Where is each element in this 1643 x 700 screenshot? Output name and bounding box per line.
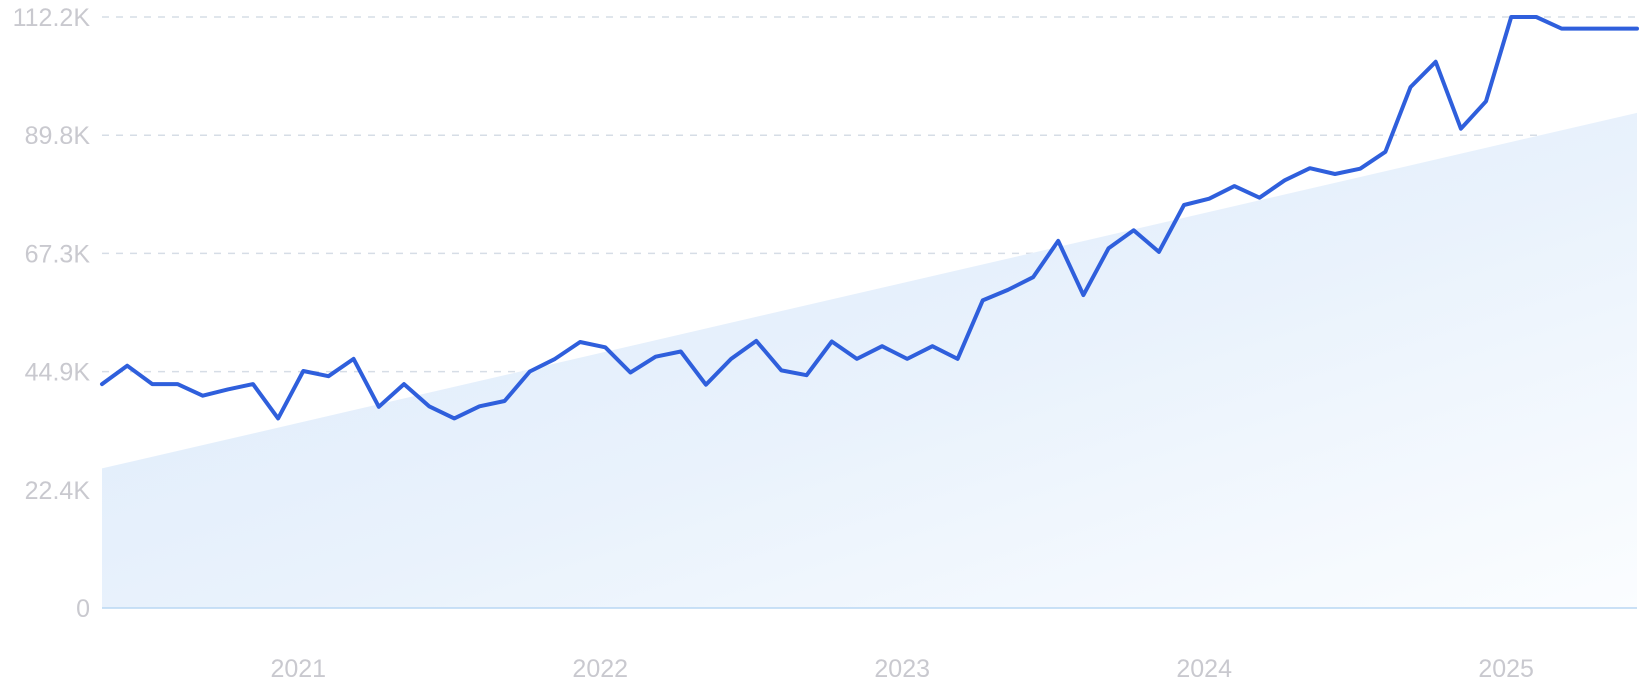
trend-area-layer [102,112,1637,609]
y-tick-label: 44.9K [25,359,91,387]
y-tick-label: 22.4K [25,477,91,505]
y-axis: 0 22.4K 44.9K 67.3K 89.8K 112.2K [13,4,91,623]
x-tick-label: 2022 [572,655,628,683]
y-tick-label: 0 [76,595,90,623]
y-tick-label: 89.8K [25,122,91,150]
y-tick-label: 67.3K [25,240,91,268]
trend-area [102,112,1637,609]
x-tick-label: 2025 [1478,655,1534,683]
x-axis: 2021 2022 2023 2024 2025 [270,655,1533,683]
series-line-layer [100,15,1639,421]
x-tick-label: 2024 [1176,655,1232,683]
x-tick-label: 2021 [270,655,326,683]
x-tick-label: 2023 [874,655,930,683]
series-line [100,15,1639,421]
y-tick-label: 112.2K [13,4,91,32]
